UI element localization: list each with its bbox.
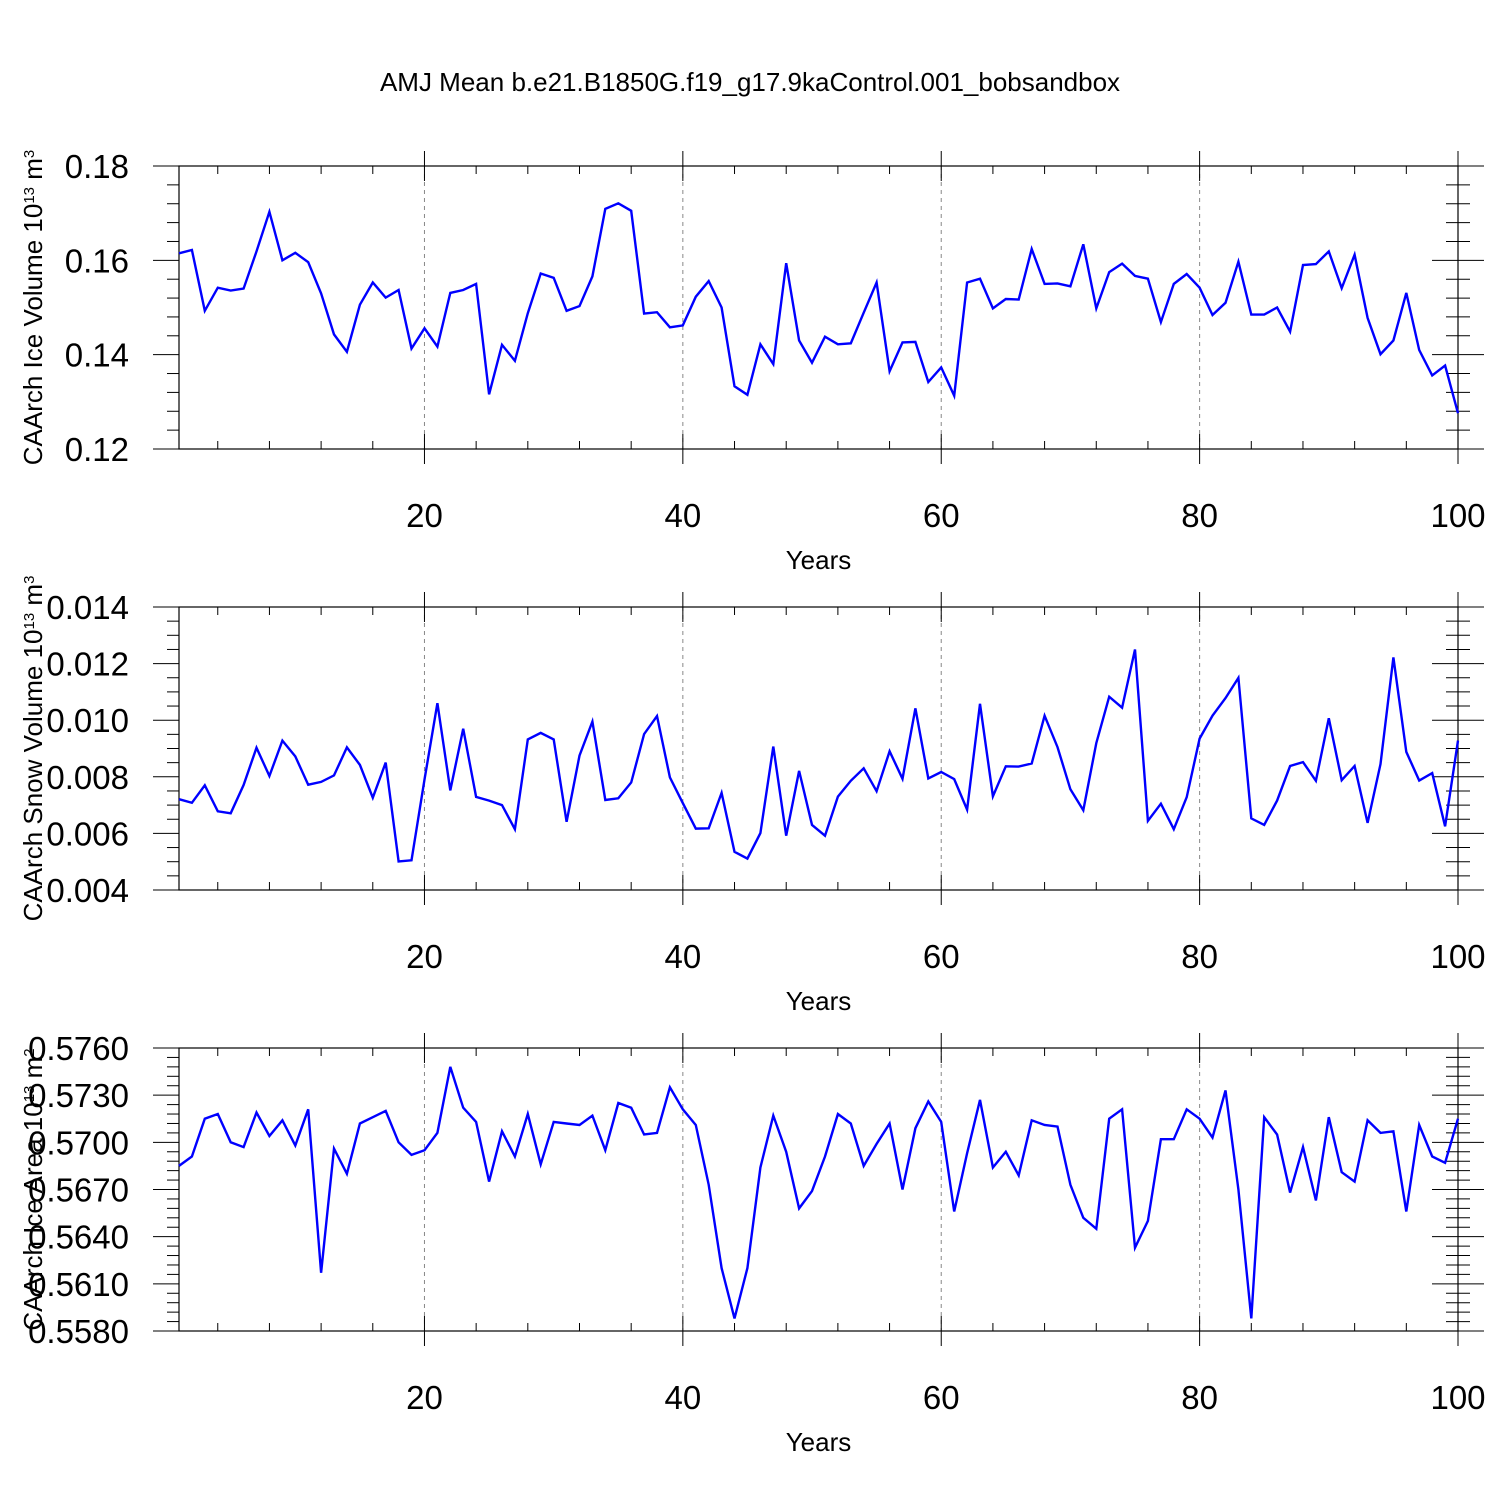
plot-frame	[178, 1047, 1459, 1332]
chart-panels: 20 40 60 80 100 0.12 0.14 0.16 0.18 Years CAArch I…	[18, 148, 1486, 1457]
y-tick-label: 0.12	[65, 431, 129, 468]
y-tick-label: 0.5760	[28, 1030, 129, 1067]
plot-frame	[178, 606, 1459, 891]
chart-panel-3: 20 40 60 80 100 0.5580 0.5610 0.5640 0.5670 0.570…	[18, 1030, 1486, 1457]
figure-title: AMJ Mean b.e21.B1850G.f19_g17.9kaControl…	[380, 67, 1120, 97]
x-tick-label: 20	[406, 938, 443, 975]
x-tick-label: 40	[664, 938, 701, 975]
y-tick-label: 0.18	[65, 148, 129, 185]
x-tick-label: 60	[923, 497, 960, 534]
x-tick-label: 80	[1181, 497, 1218, 534]
x-tick-label: 20	[406, 497, 443, 534]
y-tick-label: 0.5700	[28, 1124, 129, 1161]
y-tick-label: 0.008	[46, 759, 129, 796]
y-tick-label: 0.006	[46, 815, 129, 852]
x-tick-label: 100	[1430, 1379, 1485, 1416]
y-tick-label: 0.5580	[28, 1313, 129, 1350]
y-tick-label: 0.5730	[28, 1077, 129, 1114]
x-tick-label: 80	[1181, 1379, 1218, 1416]
x-axis-label: Years	[786, 1427, 852, 1457]
x-tick-label: 80	[1181, 938, 1218, 975]
x-axis-label: Years	[786, 545, 852, 575]
plot-frame	[178, 165, 1459, 450]
series-line-1	[178, 649, 1460, 863]
y-tick-label: 0.16	[65, 242, 129, 279]
y-axis-label: CAArch Ice Volume 1013 m3	[18, 150, 48, 466]
y-tick-label: 0.012	[46, 646, 129, 683]
y-tick-label: 0.010	[46, 702, 129, 739]
y-tick-label: 0.5670	[28, 1172, 129, 1209]
series-line-1	[178, 1066, 1460, 1319]
y-tick-label: 0.014	[46, 589, 129, 626]
chart-panel-1: 20 40 60 80 100 0.12 0.14 0.16 0.18 Years CAArch I…	[18, 148, 1486, 575]
x-tick-label: 40	[664, 497, 701, 534]
y-axis-label: CAArch Ice Area 1013 m2	[18, 1048, 48, 1330]
x-tick-label: 100	[1430, 497, 1485, 534]
x-tick-label: 60	[923, 1379, 960, 1416]
y-axis-label: CAArch Snow Volume 1013 m3	[18, 576, 48, 922]
y-tick-label: 0.5640	[28, 1219, 129, 1256]
x-tick-label: 20	[406, 1379, 443, 1416]
y-tick-label: 0.14	[65, 337, 129, 374]
x-tick-label: 100	[1430, 938, 1485, 975]
x-axis-label: Years	[786, 986, 852, 1016]
x-tick-label: 60	[923, 938, 960, 975]
y-tick-label: 0.5610	[28, 1266, 129, 1303]
y-tick-label: 0.004	[46, 872, 129, 909]
chart-panel-2: 20 40 60 80 100 0.004 0.006 0.008 0.010 0.012 0.01…	[18, 576, 1486, 1016]
series-line-1	[178, 201, 1460, 414]
x-tick-label: 40	[664, 1379, 701, 1416]
